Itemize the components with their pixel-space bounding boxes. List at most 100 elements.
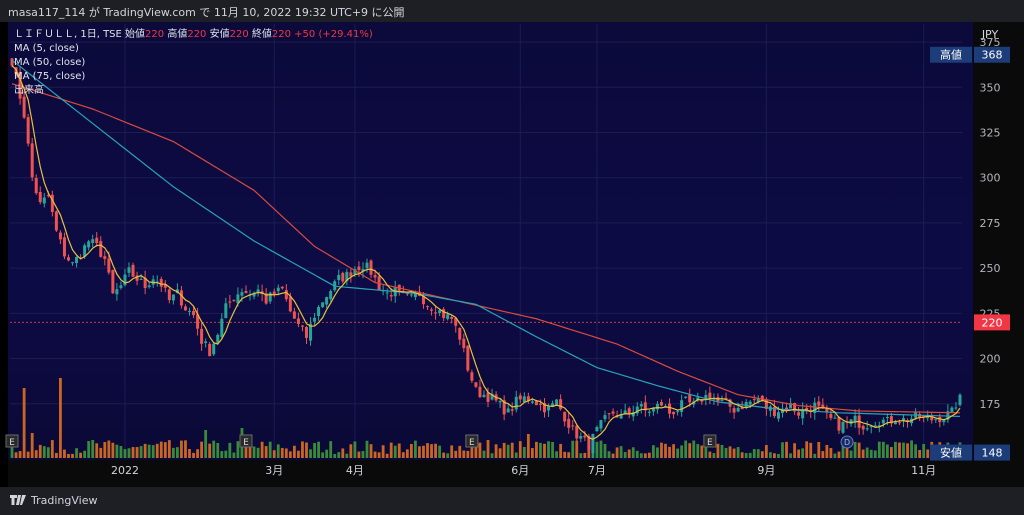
candle (147, 285, 151, 288)
candle (950, 407, 954, 412)
volume-bar (357, 451, 361, 458)
candle (789, 403, 793, 409)
low-label: 安値 (209, 29, 230, 40)
candle (647, 411, 651, 413)
candle (607, 413, 611, 415)
candle (510, 409, 514, 411)
candle (635, 406, 639, 414)
volume-bar (518, 441, 522, 458)
earnings-marker (465, 434, 479, 448)
candle (373, 275, 377, 278)
volume-bar (539, 442, 542, 458)
earnings-marker-label: E (707, 438, 713, 448)
volume-bar (188, 448, 191, 458)
candle (696, 397, 700, 401)
volume-bar (652, 445, 655, 458)
candle (752, 399, 756, 401)
dividend-marker (840, 435, 854, 449)
volume-bar (611, 453, 615, 458)
volume-bar (478, 442, 482, 458)
earnings-marker-label: E (9, 438, 15, 448)
legend-ma5[interactable]: MA (5, close) (14, 43, 79, 54)
volume-bar (38, 444, 42, 458)
candle (922, 415, 926, 417)
candle (309, 323, 313, 341)
volume-bar (313, 443, 316, 458)
candle (284, 290, 288, 300)
candle (30, 143, 34, 178)
y-tick-label: 175 (980, 398, 1001, 411)
candle (454, 318, 458, 326)
candle (228, 301, 232, 303)
candle (643, 402, 647, 411)
candle (526, 396, 530, 401)
candle (79, 257, 83, 259)
volume-bar (54, 452, 58, 458)
candle (99, 241, 103, 257)
volume-bar (583, 452, 587, 458)
volume-bar (809, 442, 813, 458)
legend-volume[interactable]: 出来高 (14, 85, 44, 96)
price-axis[interactable] (973, 22, 1024, 487)
time-axis[interactable] (8, 460, 973, 487)
volume-bar (890, 447, 893, 458)
candle (171, 294, 175, 301)
legend-ma50[interactable]: MA (50, close) (14, 57, 86, 68)
candle (534, 401, 538, 406)
candle (280, 286, 284, 289)
high-value: 220 (187, 29, 207, 40)
volume-bar (67, 453, 70, 458)
volume-bar (220, 451, 224, 458)
x-tick-label: 6月 (511, 464, 529, 477)
volume-bar (224, 450, 228, 458)
candle (349, 272, 353, 277)
candle (627, 408, 631, 414)
candle (135, 275, 139, 281)
volume-bar (373, 451, 377, 458)
volume-bar (619, 446, 623, 458)
candle (42, 197, 46, 204)
candle (575, 425, 579, 439)
candle (179, 290, 183, 306)
candle (462, 338, 466, 349)
volume-bar (894, 441, 897, 458)
volume-bar (664, 443, 667, 458)
volume-bar (381, 445, 385, 458)
plot-area[interactable] (8, 22, 973, 460)
candle (841, 421, 845, 433)
volume-bar (910, 440, 913, 458)
volume-bar (785, 441, 788, 458)
candle (325, 297, 329, 305)
candle (756, 398, 760, 402)
candle (268, 292, 272, 302)
earnings-marker (5, 434, 19, 448)
candle (655, 403, 659, 410)
volume-bar (418, 446, 421, 458)
candle (103, 256, 107, 259)
volume-bar (176, 447, 179, 458)
candle (490, 393, 494, 400)
volume-bar (155, 443, 159, 458)
tradingview-brand[interactable]: TradingView (10, 494, 97, 507)
volume-bar (781, 442, 784, 458)
volume-bar (914, 444, 918, 458)
legend-ma75[interactable]: MA (75, close) (14, 71, 86, 82)
y-tick-label: 200 (980, 353, 1001, 366)
candle (688, 394, 692, 403)
price-tag-bg (974, 46, 1010, 63)
volume-bar (163, 442, 167, 458)
volume-bar (268, 441, 272, 458)
volume-bar (248, 444, 252, 458)
candle (571, 425, 575, 427)
volume-bar (236, 441, 240, 458)
volume-bar (543, 443, 546, 458)
chart-frame[interactable]: JPY 175 200 225 250 275 300 325 350 375 高値 368 220 安値… (0, 22, 1024, 487)
volume-bar (567, 452, 571, 458)
candle (732, 408, 736, 413)
candle (421, 296, 425, 305)
candle (131, 264, 135, 277)
candle (341, 272, 345, 282)
candle (107, 258, 111, 273)
publish-info: masa117_114 が TradingView.com で 11月 10, … (8, 6, 405, 19)
